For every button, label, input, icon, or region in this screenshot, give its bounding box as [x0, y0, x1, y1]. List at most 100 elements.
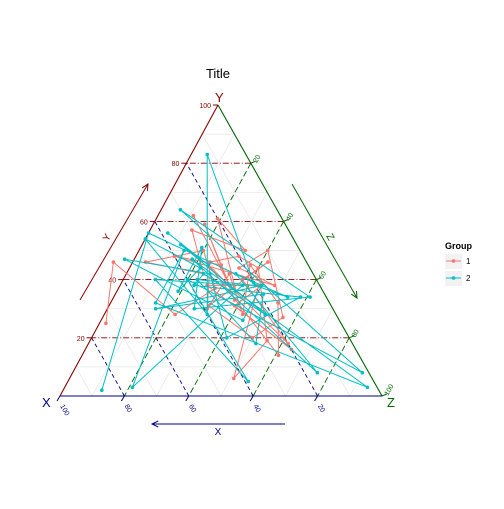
z-tick — [381, 393, 388, 397]
series-2-point — [259, 283, 264, 288]
series-1-point — [266, 248, 270, 253]
series-2-point — [263, 312, 268, 317]
y-tick-label: 60 — [140, 219, 148, 226]
series-2-point — [308, 295, 312, 299]
y-tick-label: 80 — [172, 161, 180, 168]
series-2-point — [225, 336, 229, 340]
series-2-path — [101, 154, 368, 391]
edge-xy — [59, 104, 219, 397]
series-2-point — [205, 312, 210, 317]
series-2-point — [176, 289, 180, 294]
series-1-point — [190, 228, 194, 232]
legend: Group 1 2 — [445, 241, 472, 286]
series-1-point — [191, 213, 196, 218]
series-2-point — [198, 266, 203, 270]
series-1-point — [227, 272, 232, 276]
series-2-point — [153, 306, 158, 311]
series-1-point — [243, 248, 248, 253]
series-2-point — [365, 385, 370, 390]
minor-grid-line — [201, 133, 351, 397]
z-tick-label: 20 — [252, 154, 262, 164]
x-tick — [185, 395, 190, 402]
series-2-point — [251, 280, 256, 285]
series-2-point — [285, 295, 290, 299]
series-1-point — [172, 254, 177, 259]
series-2-point — [298, 295, 303, 299]
z-grid-line — [252, 279, 317, 397]
series-1-point — [237, 266, 241, 270]
vertex-label-z: Z — [387, 395, 395, 410]
series-2-point — [153, 301, 158, 305]
series-2-point — [195, 277, 200, 282]
x-tick-label: 40 — [251, 404, 261, 414]
series-2-point — [208, 272, 212, 276]
edge-yz — [217, 104, 383, 397]
series-1-point — [215, 216, 220, 221]
z-tick-label: 80 — [351, 328, 361, 338]
minor-grid-line — [170, 192, 286, 397]
series-1-point — [104, 321, 108, 326]
series-2-point — [178, 208, 183, 212]
x-tick-label: 100 — [58, 404, 70, 418]
series-2-point — [185, 277, 190, 282]
series-2-point — [206, 263, 211, 267]
series-2-point — [179, 242, 183, 247]
series-2-point — [146, 231, 151, 235]
legend-key-point — [451, 276, 456, 280]
series-1-point — [231, 376, 236, 381]
z-grid-line — [188, 221, 284, 397]
z-tick-label: 60 — [318, 270, 328, 280]
series-2-point — [200, 245, 204, 250]
y-tick-label: 100 — [199, 103, 211, 110]
series-2-point — [192, 283, 196, 288]
series-2-point — [254, 341, 258, 346]
series-1-point — [201, 248, 206, 253]
series-2-point — [190, 257, 194, 262]
series-1-point — [232, 298, 237, 302]
series-2-point — [192, 306, 197, 311]
x-tick — [314, 395, 319, 402]
ternary-frame: Y X Z — [42, 90, 395, 410]
chart-title: Title — [206, 66, 230, 81]
series-1-point — [276, 353, 281, 358]
series-1-point — [265, 338, 269, 343]
series-2-point — [241, 318, 245, 323]
series-1-point — [272, 283, 277, 288]
x-tick — [249, 395, 254, 402]
series-2-point — [253, 283, 258, 288]
axis-ticks: 100 80 60 40 20 100 80 60 40 20 20 40 60 80 100 — [56, 103, 396, 418]
legend-entry-label: 1 — [466, 257, 471, 266]
series-2-point — [143, 237, 148, 241]
series-1-point — [240, 312, 245, 317]
minor-grid-line — [220, 250, 301, 397]
series-1-point — [286, 341, 290, 346]
series-2-point — [315, 370, 320, 375]
series-2-point — [122, 257, 127, 262]
data-series — [100, 152, 370, 393]
series-1-point — [248, 263, 252, 267]
vertex-label-x: X — [42, 395, 51, 410]
series-2-point — [246, 379, 250, 384]
z-tick-label: 100 — [384, 383, 396, 397]
minor-grid-line — [75, 366, 93, 397]
minor-grid-line — [91, 133, 235, 397]
y-arrow-line — [79, 183, 149, 301]
series-2-point — [166, 231, 170, 235]
z-arrow-line — [291, 183, 358, 299]
legend-entry-label: 2 — [466, 274, 471, 283]
y-arrow-label: Y — [101, 232, 114, 244]
z-grid-line — [317, 337, 350, 397]
x-grid-line — [122, 279, 190, 397]
legend-title: Group — [445, 241, 472, 251]
x-arrow-label: X — [215, 427, 222, 438]
series-2-point — [261, 292, 266, 296]
series-1-point — [111, 260, 116, 264]
axis-arrows: Y Z X — [79, 183, 358, 438]
minor-grid-line — [285, 308, 334, 397]
series-2-point — [153, 277, 158, 282]
series-2-point — [234, 272, 238, 276]
z-tick — [250, 160, 256, 164]
vertex-label-y: Y — [215, 90, 224, 105]
series-1-point — [219, 263, 224, 267]
